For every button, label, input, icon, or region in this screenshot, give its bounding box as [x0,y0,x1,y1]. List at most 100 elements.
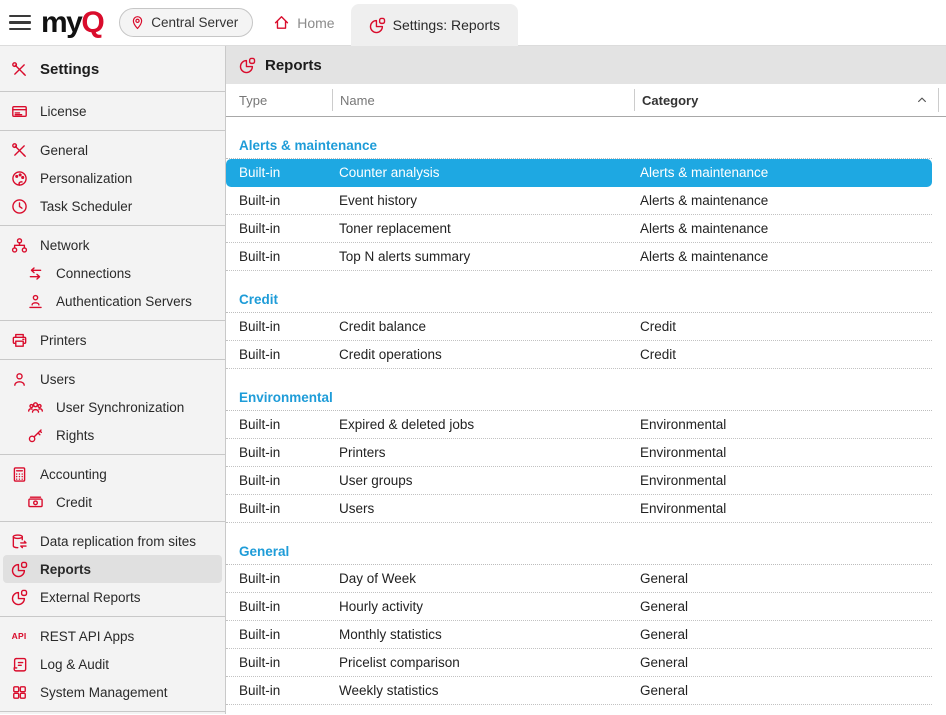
sidebar-item-printers[interactable]: Printers [0,326,225,354]
sidebar-item-rights[interactable]: Rights [0,421,225,449]
report-row-users[interactable]: Built-in Users Environmental [226,495,932,523]
settings-tools-icon [10,60,28,78]
report-row-hourly-activity[interactable]: Built-in Hourly activity General [226,593,932,621]
active-tab-label: Settings: Reports [392,17,500,33]
report-row-top-n-alerts-summary[interactable]: Built-in Top N alerts summary Alerts & mai… [226,243,932,271]
cell-name: Toner replacement [339,221,451,236]
sidebar-item-external-reports[interactable]: External Reports [0,583,225,611]
pie-chart-icon [369,17,386,34]
sidebar-item-authentication-servers[interactable]: Authentication Servers [0,287,225,315]
home-tab-label: Home [297,14,335,31]
sidebar-item-label: Connections [56,265,132,281]
banknote-icon [26,493,44,511]
report-row-credit-operations[interactable]: Built-in Credit operations Credit [226,341,932,369]
cell-name: Expired & deleted jobs [339,417,475,432]
cell-name: Weekly statistics [339,683,439,698]
grid-icon [10,683,28,701]
sidebar-item-data-replication-from-sites[interactable]: Data replication from sites [0,527,225,555]
sidebar-item-label: Rights [56,427,95,443]
cell-name: Printers [339,445,386,460]
report-row-credit-balance[interactable]: Built-in Credit balance Credit [226,313,932,341]
menu-icon[interactable] [9,14,31,31]
sidebar-item-reports[interactable]: Reports [3,555,222,583]
cell-type: Built-in [239,599,281,614]
cell-name: Credit balance [339,319,427,334]
report-row-printers[interactable]: Built-in Printers Environmental [226,439,932,467]
palette-icon [10,169,28,187]
divider [0,711,225,712]
sidebar-item-task-scheduler[interactable]: Task Scheduler [0,192,225,220]
panel-header: Reports [226,46,946,84]
tab-home[interactable]: Home [273,14,335,31]
category-group-title: Alerts & maintenance [226,133,932,159]
key-icon [26,426,44,444]
report-row-toner-replacement[interactable]: Built-in Toner replacement Alerts & mainte… [226,215,932,243]
report-row-weekly-statistics[interactable]: Built-in Weekly statistics General [226,677,932,705]
arrows-swap-icon [26,264,44,282]
sidebar-item-connections[interactable]: Connections [0,259,225,287]
report-row-event-history[interactable]: Built-in Event history Alerts & maintenanc… [226,187,932,215]
cell-name: Event history [339,193,418,208]
sidebar-item-label: REST API Apps [40,628,135,644]
divider [0,130,225,131]
cell-category: Credit [640,347,677,362]
license-icon [10,102,28,120]
report-row-expired-and-deleted-jobs[interactable]: Built-in Expired & deleted jobs Environmen… [226,411,932,439]
divider [0,521,225,522]
cell-category: Environmental [640,473,727,488]
cell-name: Credit operations [339,347,442,362]
sidebar-item-label: Authentication Servers [56,293,192,309]
home-icon [273,14,290,31]
location-pin-icon [130,15,145,30]
divider [0,616,225,617]
column-header-name[interactable]: Name [340,92,375,108]
calculator-icon [10,465,28,483]
cell-type: Built-in [239,683,281,698]
cell-category: Alerts & maintenance [640,249,769,264]
reports-panel: Reports Type Name Category Alerts & main… [226,46,946,714]
sidebar-item-system-management[interactable]: System Management [0,678,225,706]
sidebar-item-log-and-audit[interactable]: Log & Audit [0,650,225,678]
sidebar-item-label: User Synchronization [56,399,185,415]
cell-category: Environmental [640,417,727,432]
cell-category: General [640,571,689,586]
cell-category: Environmental [640,445,727,460]
sidebar-item-label: License [40,103,87,119]
report-row-user-groups[interactable]: Built-in User groups Environmental [226,467,932,495]
api-icon: API [11,631,27,641]
column-divider [634,89,635,111]
report-row-monthly-statistics[interactable]: Built-in Monthly statistics General [226,621,932,649]
reports-table-body: Alerts & maintenance Built-in Counter anal… [226,117,946,714]
sidebar-item-credit[interactable]: Credit [0,488,225,516]
sidebar-item-personalization[interactable]: Personalization [0,164,225,192]
sidebar-item-label: Log & Audit [40,656,110,672]
logo-text-accent: Q [81,5,104,39]
sidebar-item-label: Users [40,371,76,387]
sidebar-item-users[interactable]: Users [0,365,225,393]
column-divider [938,88,939,112]
sidebar-item-general[interactable]: General [0,136,225,164]
divider [0,359,225,360]
sidebar-item-license[interactable]: License [0,97,225,125]
sidebar-item-rest-api-apps[interactable]: API REST API Apps [0,622,225,650]
user-group-icon [26,398,44,416]
sidebar-item-network[interactable]: Network [0,231,225,259]
cell-category: General [640,599,689,614]
report-row-day-of-week[interactable]: Built-in Day of Week General [226,565,932,593]
cell-name: Users [339,501,375,516]
cell-type: Built-in [239,445,281,460]
cell-name: Top N alerts summary [339,249,471,264]
sidebar-item-user-synchronization[interactable]: User Synchronization [0,393,225,421]
central-server-button[interactable]: Central Server [119,8,254,37]
page-title: Reports [265,56,322,74]
column-header-category[interactable]: Category [635,88,946,112]
auth-person-icon [26,292,44,310]
cell-category: General [640,683,689,698]
report-row-pricelist-comparison[interactable]: Built-in Pricelist comparison General [226,649,932,677]
user-icon [10,370,28,388]
myq-logo[interactable]: my Q [41,5,105,39]
column-header-type[interactable]: Type [239,92,268,108]
sidebar-item-accounting[interactable]: Accounting [0,460,225,488]
report-row-counter-analysis[interactable]: Built-in Counter analysis Alerts & mainten… [226,159,932,187]
tab-settings-reports[interactable]: Settings: Reports [350,4,518,46]
